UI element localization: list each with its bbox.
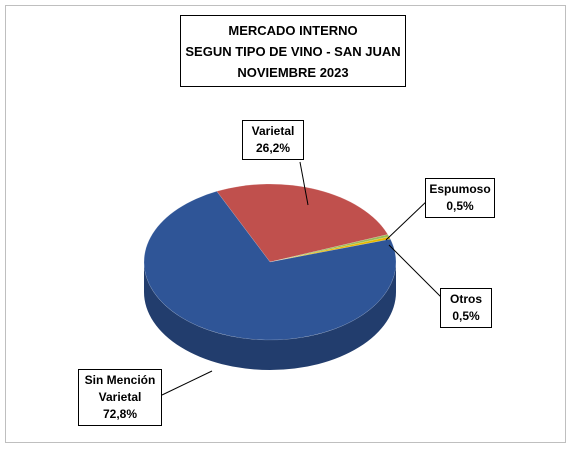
data-label: Otros 0,5%: [440, 288, 492, 328]
label-category: Varietal: [251, 124, 295, 138]
leader-line: [385, 199, 429, 241]
data-label: Espumoso 0,5%: [425, 178, 495, 218]
title-line: MERCADO INTERNO: [228, 23, 358, 38]
label-category: Espumoso: [429, 182, 491, 196]
slice: [143, 191, 397, 341]
label-value: 0,5%: [446, 199, 474, 213]
slice-side: [144, 262, 396, 370]
label-value: 0,5%: [452, 309, 480, 323]
data-label: Sin Mención Varietal 72,8%: [78, 369, 162, 426]
leader-line: [388, 244, 445, 301]
label-value: 26,2%: [255, 141, 291, 155]
title-line: NOVIEMBRE 2023: [237, 65, 349, 80]
slice: [216, 183, 389, 263]
leader-line: [299, 161, 309, 206]
leader-line: [161, 370, 213, 396]
label-category: Sin Mención Varietal: [84, 373, 156, 404]
label-category: Otros: [449, 292, 482, 306]
chart-border: [5, 5, 566, 443]
label-value: 72,8%: [102, 407, 138, 421]
chart-title: MERCADO INTERNO SEGUN TIPO DE VINO - SAN…: [180, 15, 406, 87]
data-label: Varietal 26,2%: [242, 120, 304, 160]
title-line: SEGUN TIPO DE VINO - SAN JUAN: [185, 44, 401, 59]
